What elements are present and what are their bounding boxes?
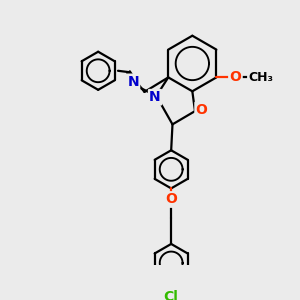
Text: O: O <box>196 103 208 117</box>
Text: O: O <box>165 193 177 206</box>
Text: CH₃: CH₃ <box>248 71 273 84</box>
Text: N: N <box>149 90 161 104</box>
Text: O: O <box>230 70 242 84</box>
Text: N: N <box>127 75 139 89</box>
Text: Cl: Cl <box>164 290 178 300</box>
